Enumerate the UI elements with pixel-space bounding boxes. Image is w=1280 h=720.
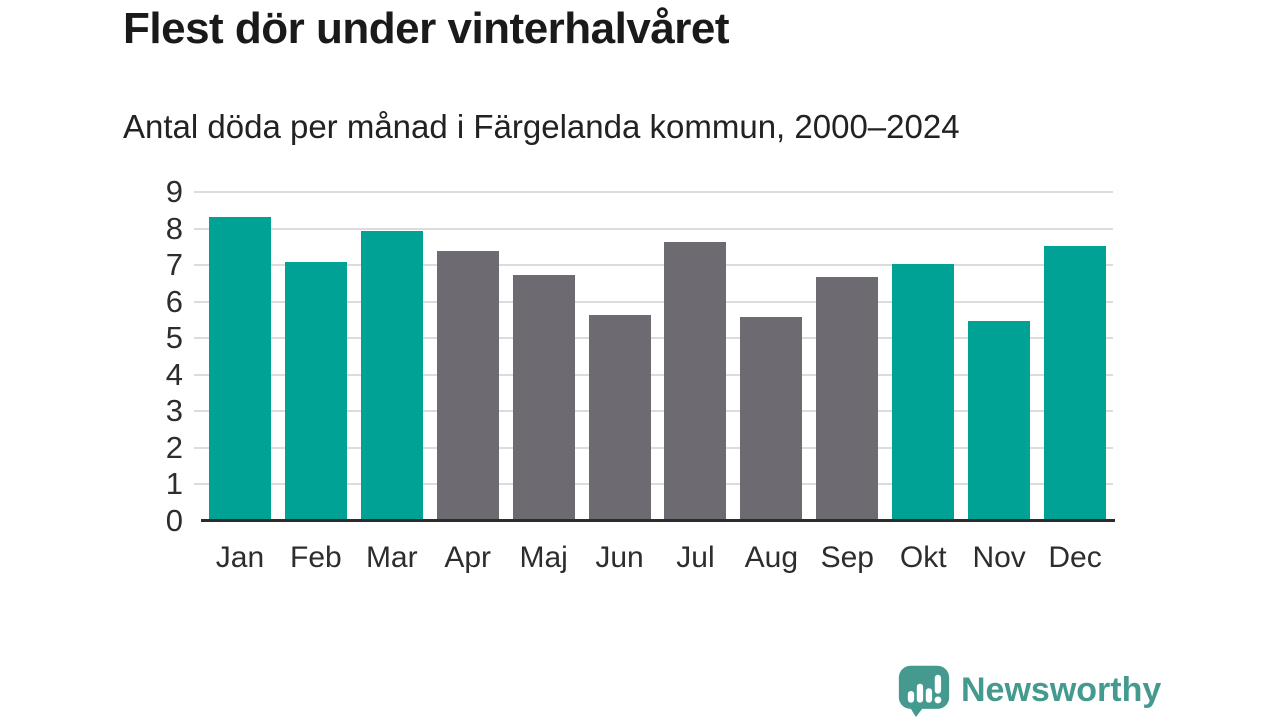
newsworthy-brand-text: Newsworthy	[961, 671, 1162, 709]
x-tick-label-mar: Mar	[365, 541, 418, 574]
bar-dec	[1044, 245, 1107, 520]
y-tick-label-9: 9	[165, 174, 183, 209]
x-tick-label-jan: Jan	[215, 541, 265, 574]
gridline-y6	[194, 300, 1113, 303]
x-tick-label-jun: Jun	[595, 541, 644, 574]
bar-apr	[436, 251, 499, 520]
gridline-y2	[194, 446, 1113, 449]
y-tick-label-0: 0	[165, 503, 183, 538]
bar-aug	[740, 317, 803, 520]
x-tick-label-apr: Apr	[444, 541, 492, 574]
y-tick-label-8: 8	[165, 210, 183, 246]
x-tick-label-jul: Jul	[676, 541, 715, 574]
y-tick-label-3: 3	[165, 393, 183, 429]
gridline-y5	[194, 337, 1113, 340]
y-tick-label-4: 4	[165, 356, 183, 392]
gridline-y9	[194, 191, 1113, 193]
y-tick-label-7: 7	[165, 247, 183, 283]
bar-jul	[664, 242, 727, 520]
gridline-y8	[194, 227, 1113, 230]
bar-nov	[968, 320, 1031, 520]
x-axis-line	[201, 519, 1115, 522]
x-tick-label-sep: Sep	[820, 541, 874, 574]
x-tick-label-nov: Nov	[972, 541, 1026, 574]
bar-feb	[284, 262, 347, 520]
bar-sep	[816, 276, 879, 520]
x-tick-label-aug: Aug	[744, 541, 799, 574]
chart-subtitle: Antal döda per månad i Färgelanda kommun…	[123, 108, 960, 145]
x-tick-label-maj: Maj	[519, 541, 568, 574]
y-tick-label-1: 1	[165, 466, 183, 502]
gridline-y7	[194, 264, 1113, 267]
gridline-y4	[194, 373, 1113, 376]
bar-chart-speech-bubble-icon	[898, 665, 950, 717]
bar-jan	[208, 216, 271, 520]
y-tick-label-6: 6	[165, 283, 183, 319]
newsworthy-logo: Newsworthy	[897, 664, 1161, 717]
plot-area: 0 1 2 3 4 5 6 7 8 9 Jan Feb Mar Apr Maj Jun Jul Aug Sep Okt…	[166, 175, 1115, 574]
y-tick-label-5: 5	[165, 320, 183, 356]
gridline-y3	[194, 410, 1113, 413]
chart-title: Flest dör under vinterhalvåret	[123, 4, 730, 53]
bar-maj	[512, 275, 575, 520]
bar-mar	[360, 231, 423, 520]
y-tick-label-2: 2	[165, 429, 183, 465]
x-tick-label-feb: Feb	[290, 541, 342, 574]
bar-okt	[892, 264, 955, 520]
x-tick-label-okt: Okt	[899, 541, 947, 574]
gridline-y1	[194, 483, 1113, 486]
x-tick-label-dec: Dec	[1048, 541, 1102, 574]
bar-jun	[588, 315, 651, 520]
